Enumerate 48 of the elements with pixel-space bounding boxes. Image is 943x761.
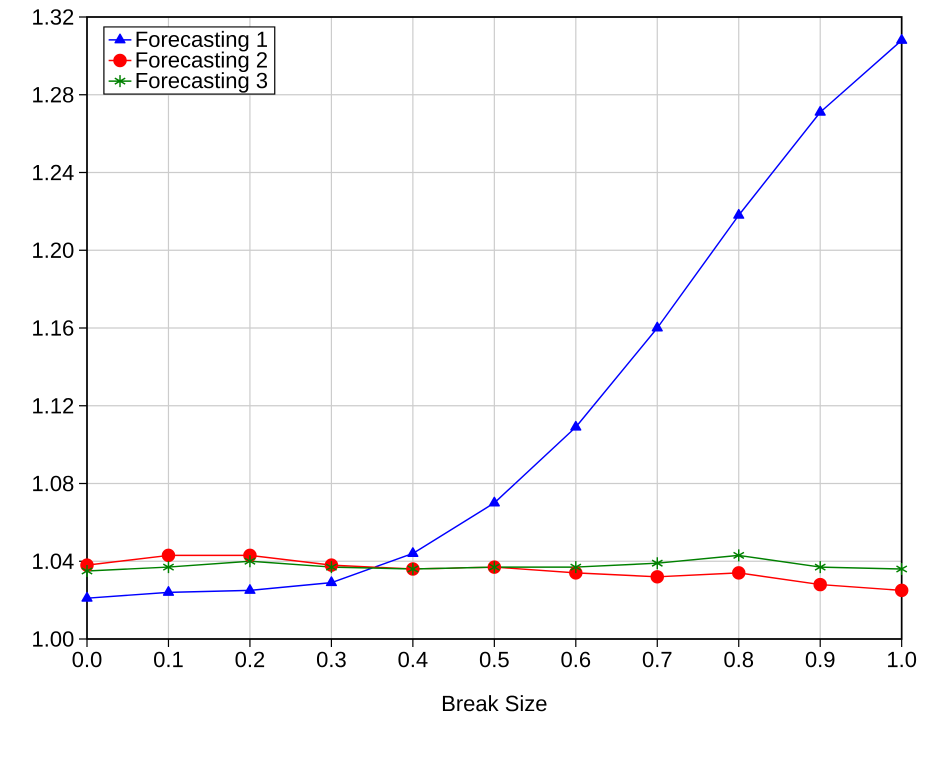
point xyxy=(81,592,93,602)
point xyxy=(652,322,663,332)
x-tick-label: 0.6 xyxy=(561,652,590,668)
point xyxy=(894,584,908,598)
point xyxy=(813,578,827,592)
point xyxy=(814,106,826,116)
y-tick-label: 1.12 xyxy=(33,398,74,414)
point xyxy=(814,560,826,574)
y-tick-label: 1.08 xyxy=(33,476,74,492)
point xyxy=(81,564,93,578)
point xyxy=(650,570,664,584)
y-tick-label: 1.20 xyxy=(33,242,74,258)
point xyxy=(896,562,908,576)
point xyxy=(162,560,174,574)
point xyxy=(162,548,176,562)
x-tick-label: 1.0 xyxy=(888,652,916,668)
x-tick-label: 0.7 xyxy=(642,652,672,668)
point xyxy=(326,576,337,586)
legend-label: Forecasting 1 xyxy=(136,30,267,52)
x-tick-label: 0.9 xyxy=(806,652,834,668)
x-tick-label: 0.5 xyxy=(480,652,509,668)
point xyxy=(488,496,500,506)
point xyxy=(896,34,908,44)
y-tick-label: 1.32 xyxy=(33,9,74,25)
point xyxy=(244,554,256,568)
point xyxy=(733,208,744,219)
x-tick-label: 0.1 xyxy=(154,652,183,668)
x-tick-label: 0.0 xyxy=(72,652,102,668)
y-tick-label: 1.28 xyxy=(33,86,74,103)
point xyxy=(570,560,582,574)
point xyxy=(570,420,582,431)
x-tick-label: 0.4 xyxy=(398,652,428,668)
y-tick-label: 1.24 xyxy=(33,164,74,180)
point xyxy=(407,547,418,558)
legend-label: Forecasting 3 xyxy=(136,72,268,93)
x-tick-label: 0.8 xyxy=(724,652,754,668)
x-tick-label: 0.2 xyxy=(236,652,264,668)
y-tick-label: 1.00 xyxy=(33,631,74,647)
point xyxy=(732,548,745,562)
point xyxy=(244,584,256,594)
point xyxy=(732,566,746,580)
point xyxy=(162,586,174,596)
y-tick-label: 1.16 xyxy=(33,320,74,336)
point xyxy=(651,556,664,570)
x-axis-title: Break Size xyxy=(442,695,547,712)
y-tick-label: 1.04 xyxy=(33,553,74,570)
x-tick-label: 0.3 xyxy=(316,652,346,668)
legend-label: Forecasting 2 xyxy=(136,52,267,72)
